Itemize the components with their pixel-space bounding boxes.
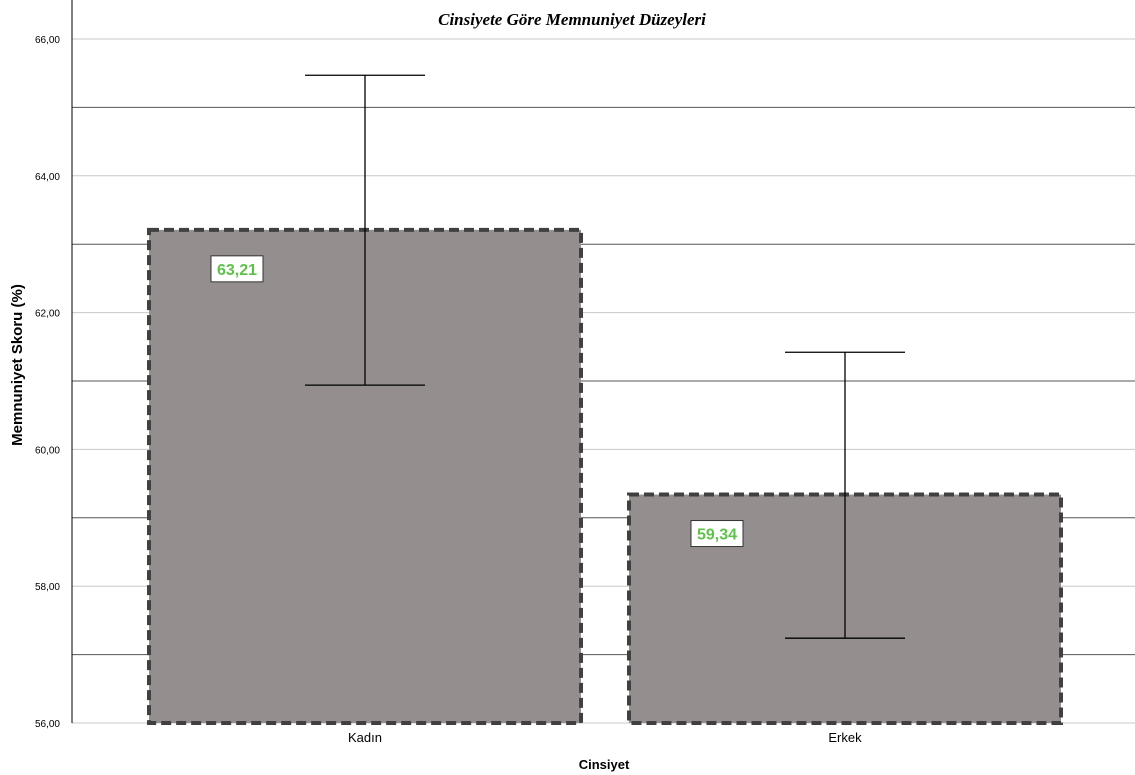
y-tick-label: 64,00: [35, 172, 60, 183]
y-axis-label: Memnuniyet Skoru (%): [9, 284, 26, 446]
x-tick-label: Erkek: [828, 730, 862, 745]
error-bars: [305, 74, 905, 639]
chart-title: Cinsiyete Göre Memnuniyet Düzeyleri: [438, 10, 706, 29]
y-tick-label: 62,00: [35, 309, 60, 320]
x-tick-label: Kadın: [348, 730, 382, 745]
x-axis-label: Cinsiyet: [579, 757, 630, 772]
x-axis-ticks: Kadın Erkek: [348, 730, 862, 745]
data-label: 59,34: [697, 527, 737, 544]
data-label-box: [690, 520, 744, 548]
y-tick-label: 56,00: [35, 719, 60, 730]
data-label-box: [210, 255, 264, 283]
y-tick-label: 66,00: [35, 35, 60, 46]
data-labels: 63,21 59,34: [210, 255, 744, 548]
data-label: 63,21: [217, 262, 257, 279]
y-tick-label: 60,00: [35, 445, 60, 456]
bars: [147, 227, 1063, 725]
y-axis-ticks: 56,00 58,00 60,00 62,00 64,00 66,00: [35, 35, 60, 730]
y-tick-label: 58,00: [35, 582, 60, 593]
